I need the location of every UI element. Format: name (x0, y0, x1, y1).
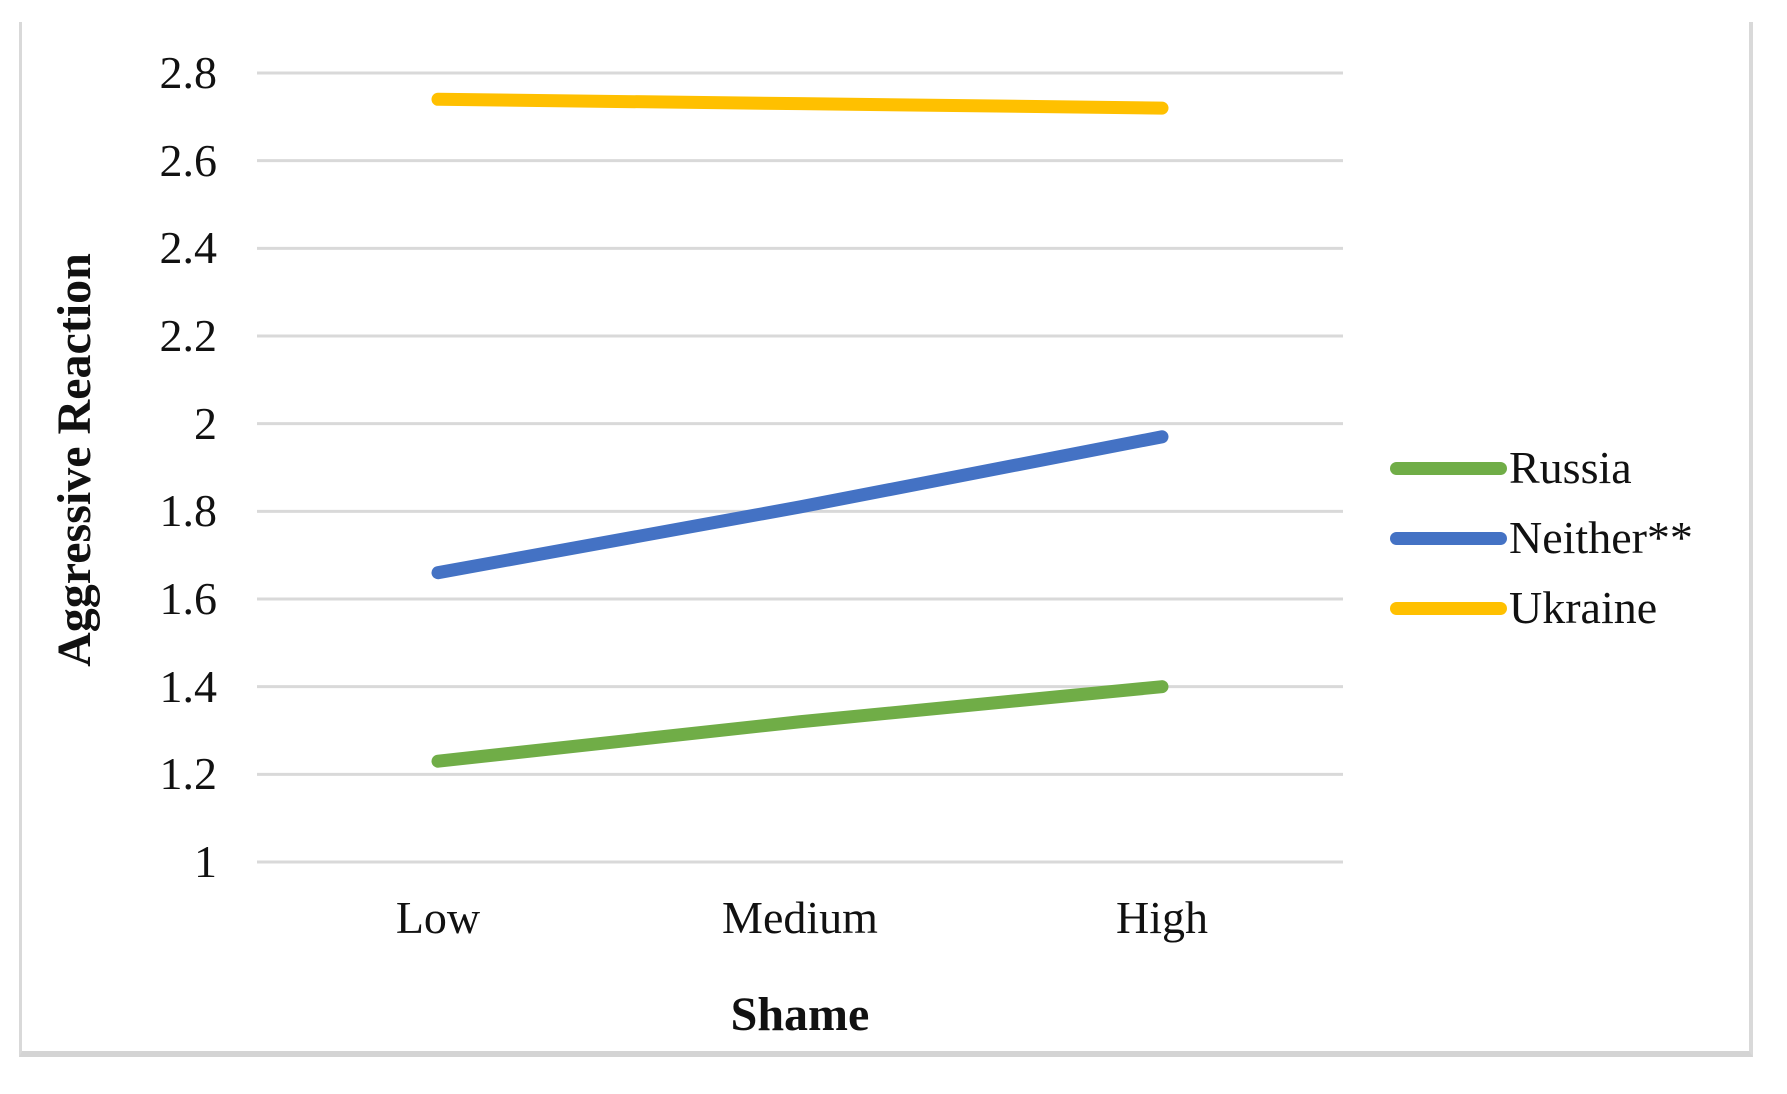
y-axis-tick-labels: 1 1.2 1.4 1.6 1.8 2 2.2 2.4 2.6 2.8 (0, 50, 218, 885)
legend: Russia Neither** Ukraine (1390, 433, 1693, 643)
legend-item-ukraine: Ukraine (1390, 573, 1693, 643)
y-tick-label: 2.8 (159, 47, 218, 98)
y-tick-label: 2 (194, 397, 217, 449)
y-tick-label: 2.6 (159, 134, 218, 186)
legend-swatch-neither (1390, 531, 1507, 545)
x-axis-labels: Low Medium High (257, 895, 1343, 945)
y-tick-label: 1 (194, 836, 217, 887)
y-tick-label: 1.4 (159, 660, 218, 712)
x-axis-label-low: Low (395, 892, 481, 943)
y-tick-label: 2.2 (159, 310, 218, 361)
legend-swatch-russia (1390, 461, 1507, 475)
legend-item-neither: Neither** (1390, 503, 1693, 573)
legend-label: Russia (1509, 442, 1632, 493)
series-line-ukraine (431, 92, 1169, 115)
y-tick-label: 2.4 (159, 222, 218, 274)
y-tick-label: 1.8 (159, 485, 218, 537)
series-line-russia (431, 680, 1169, 768)
legend-item-russia: Russia (1390, 433, 1693, 503)
legend-swatch-ukraine (1390, 601, 1507, 615)
x-axis-title: Shame (730, 988, 870, 1041)
y-tick-label: 1.2 (159, 748, 218, 800)
plot-area (257, 71, 1343, 864)
x-axis-label-medium: Medium (722, 892, 878, 943)
y-tick-label: 1.6 (159, 573, 218, 624)
series-line-neither (431, 430, 1169, 580)
legend-label: Neither** (1509, 512, 1693, 563)
legend-label: Ukraine (1509, 582, 1658, 633)
x-axis-label-high: High (1116, 892, 1208, 943)
